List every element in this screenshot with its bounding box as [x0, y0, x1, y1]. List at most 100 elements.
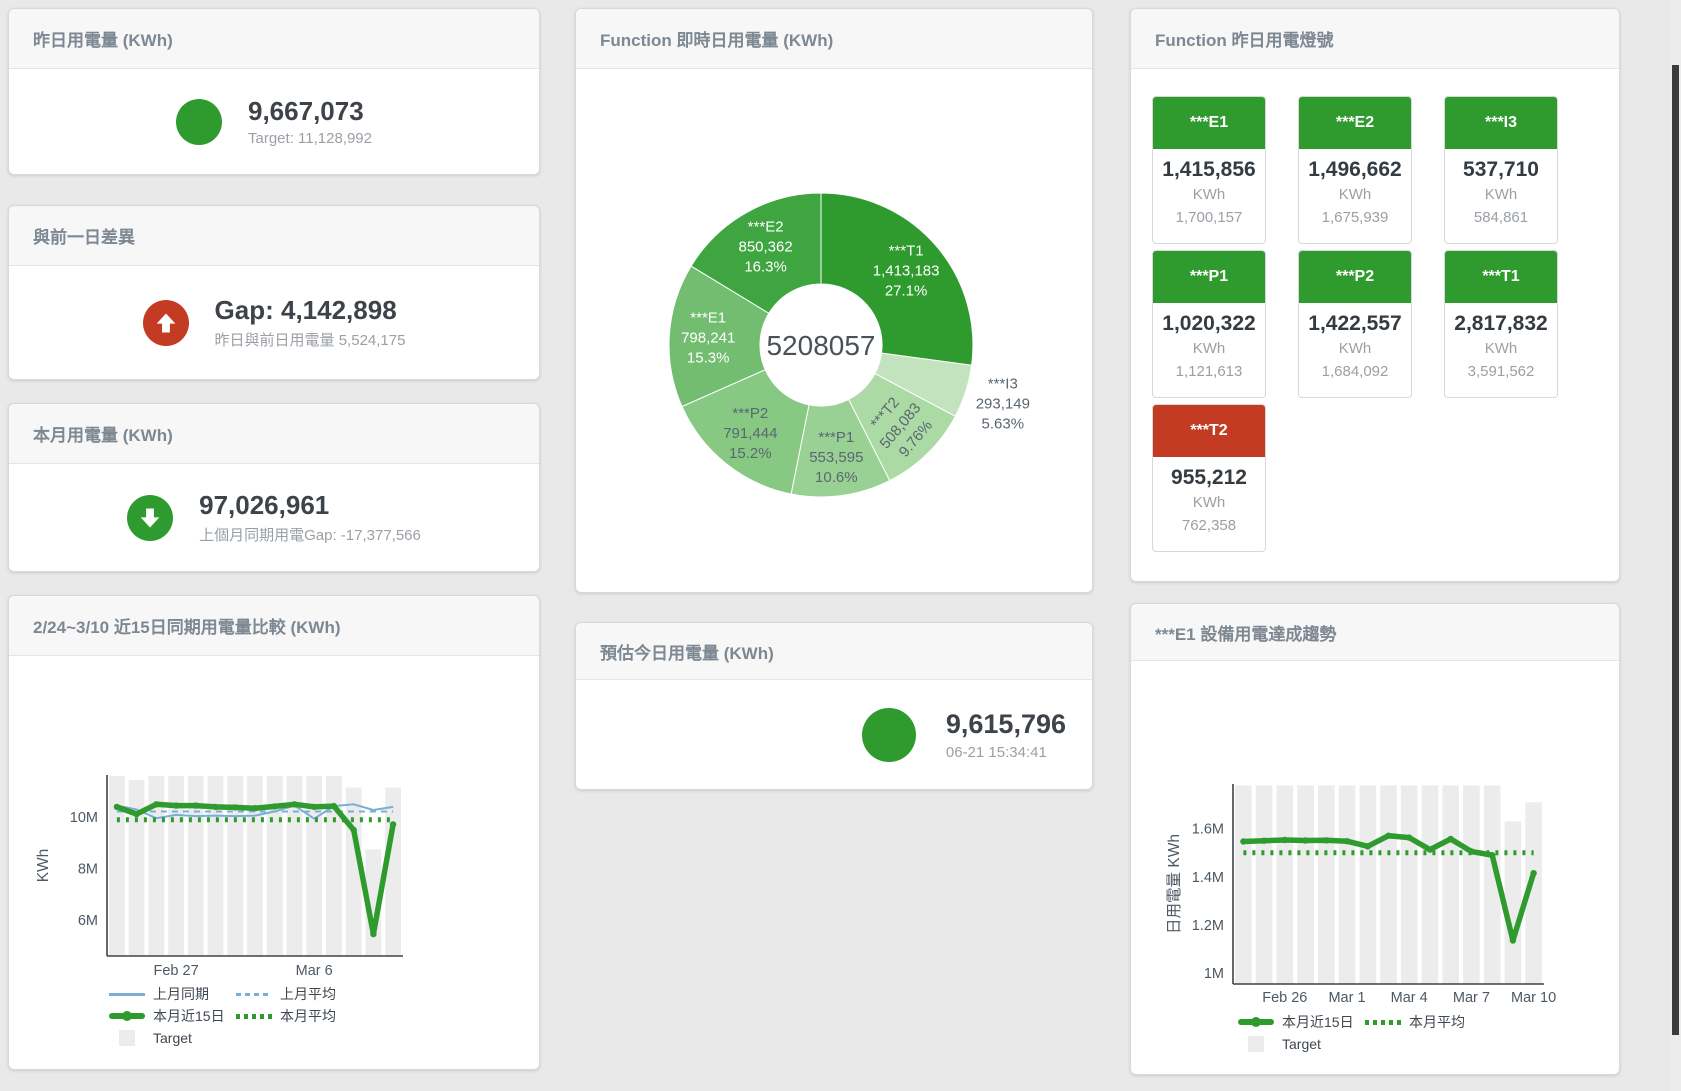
- status-tile-E1[interactable]: ***E1 1,415,856 KWh 1,700,157: [1152, 96, 1266, 244]
- card-title: Function 即時日用電量 (KWh): [576, 9, 1092, 69]
- realtime-usage-donut-chart[interactable]: ***T11,413,18327.1%***I3293,1495.63%***T…: [576, 69, 1092, 591]
- legend-swatch-dash-blue: [236, 992, 272, 996]
- legend-item[interactable]: 上月同期: [109, 983, 236, 1005]
- status-tile-T1[interactable]: ***T1 2,817,832 KWh 3,591,562: [1444, 250, 1558, 398]
- tile-target: 762,358: [1181, 517, 1237, 534]
- tile-label: ***P2: [1299, 251, 1411, 303]
- center-column: Function 即時日用電量 (KWh) ***T1 1,413,183 27.1…: [575, 8, 1093, 1075]
- svg-text:791,444: 791,444: [723, 425, 777, 442]
- svg-text:798,241: 798,241: [681, 330, 735, 347]
- legend-swatch-dot-green: [236, 1013, 272, 1019]
- svg-text:1,413,183: 1,413,183: [873, 263, 940, 280]
- tile-value: 1,020,322: [1162, 312, 1256, 335]
- e1-trend-chart[interactable]: 1M 1.2M 1.4M 1.6M Feb 26 Mar 1 Mar 4 Mar 7 Mar 1…: [1131, 661, 1619, 1006]
- status-tile-I3[interactable]: ***I3 537,710 KWh 584,861: [1444, 96, 1558, 244]
- svg-text:***T1: ***T1: [889, 243, 924, 260]
- tile-label: ***T2: [1153, 405, 1265, 457]
- svg-text:10.6%: 10.6%: [815, 469, 858, 486]
- compare-chart-legend: 上月同期 上月平均 本月近15日 本月平均 Target: [109, 983, 439, 1049]
- card-e1-trend-chart: ***E1 設備用電達成趨勢 1M 1.2M 1.4M 1.6M Feb 26 Mar 1…: [1130, 603, 1620, 1075]
- green-status-circle-icon: [176, 99, 222, 145]
- tile-unit: KWh: [1484, 340, 1518, 357]
- yesterday-usage-target: Target: 11,128,992: [248, 130, 372, 148]
- svg-text:***E1: ***E1: [690, 310, 726, 327]
- scrollbar-thumb[interactable]: [1672, 65, 1679, 1035]
- right-column: Function 昨日用電燈號 ***E1 1,415,856 KWh 1,700,1…: [1130, 8, 1620, 1075]
- svg-text:553,595: 553,595: [809, 449, 863, 466]
- svg-text:293,149: 293,149: [976, 395, 1030, 412]
- card-15day-compare-chart: 2/24~3/10 近15日同期用電量比較 (KWh) 6M 8M 10M Feb 2…: [8, 595, 540, 1070]
- card-status-lights: Function 昨日用電燈號 ***E1 1,415,856 KWh 1,700,1…: [1130, 8, 1620, 582]
- green-down-arrow-icon: [127, 495, 174, 541]
- month-usage-gap: 上個月同期用電Gap: -17,377,566: [199, 527, 421, 545]
- yesterday-usage-value: 9,667,073: [248, 95, 364, 126]
- svg-text:Mar 10: Mar 10: [1511, 990, 1556, 1006]
- card-title: Function 昨日用電燈號: [1131, 9, 1619, 69]
- card-title: 本月用電量 (KWh): [9, 404, 539, 464]
- svg-text:1.4M: 1.4M: [1192, 870, 1224, 886]
- tile-label: ***P1: [1153, 251, 1265, 303]
- month-usage-value: 97,026,961: [199, 489, 330, 520]
- legend-item[interactable]: Target: [109, 1027, 236, 1049]
- legend-swatch-thick-green: [1238, 1019, 1274, 1025]
- tile-target: 1,675,939: [1321, 209, 1389, 226]
- tile-value: 955,212: [1171, 466, 1247, 489]
- tile-unit: KWh: [1192, 494, 1226, 511]
- tile-label: ***E1: [1153, 97, 1265, 149]
- svg-text:1.6M: 1.6M: [1192, 822, 1224, 838]
- svg-text:10M: 10M: [70, 810, 98, 826]
- left-column: 昨日用電量 (KWh) 9,667,073 Target: 11,128,992…: [8, 8, 540, 1075]
- card-day-gap: 與前一日差異 Gap: 4,142,898 昨日與前日用電量 5,524,175: [8, 205, 540, 380]
- svg-text:Feb 27: Feb 27: [154, 963, 199, 978]
- status-tile-E2[interactable]: ***E2 1,496,662 KWh 1,675,939: [1298, 96, 1412, 244]
- forecast-value: 9,615,796: [945, 708, 1066, 739]
- svg-text:***I3: ***I3: [988, 375, 1018, 392]
- green-status-circle-icon: [861, 708, 916, 762]
- svg-text:***P1: ***P1: [818, 429, 854, 446]
- card-forecast-today: 預估今日用電量 (KWh) 9,615,796 06-21 15:34:41: [575, 622, 1093, 790]
- tile-unit: KWh: [1338, 340, 1372, 357]
- tile-label: ***I3: [1445, 97, 1557, 149]
- scrollbar-track[interactable]: [1670, 0, 1681, 1091]
- svg-text:16.3%: 16.3%: [744, 259, 787, 276]
- compare-15day-chart[interactable]: 6M 8M 10M Feb 27 Mar 6 KWh: [9, 656, 539, 979]
- tile-target: 3,591,562: [1467, 363, 1535, 380]
- day-gap-sub: 昨日與前日用電量 5,524,175: [214, 332, 406, 350]
- status-tile-P1[interactable]: ***P1 1,020,322 KWh 1,121,613: [1152, 250, 1266, 398]
- legend-item[interactable]: 上月平均: [236, 983, 363, 1005]
- svg-text:日用電量 KWh: 日用電量 KWh: [1166, 834, 1183, 934]
- svg-text:1.2M: 1.2M: [1192, 918, 1224, 934]
- tile-unit: KWh: [1192, 186, 1226, 203]
- card-title: 預估今日用電量 (KWh): [576, 623, 1092, 680]
- tile-unit: KWh: [1192, 340, 1226, 357]
- legend-item[interactable]: Target: [1238, 1033, 1365, 1055]
- tile-target: 1,700,157: [1175, 209, 1243, 226]
- tile-value: 2,817,832: [1454, 312, 1548, 335]
- trend-chart-legend: 本月近15日 本月平均 Target: [1238, 1011, 1568, 1055]
- lights-grid: ***E1 1,415,856 KWh 1,700,157 ***E2 1,496,662…: [1131, 69, 1619, 579]
- svg-text:5208057: 5208057: [766, 330, 875, 361]
- svg-text:5.63%: 5.63%: [982, 415, 1025, 432]
- svg-text:27.1%: 27.1%: [885, 283, 928, 300]
- tile-label: ***T1: [1445, 251, 1557, 303]
- status-tile-T2[interactable]: ***T2 955,212 KWh 762,358: [1152, 404, 1266, 552]
- legend-item[interactable]: 本月近15日: [1238, 1011, 1365, 1033]
- card-title: 2/24~3/10 近15日同期用電量比較 (KWh): [9, 596, 539, 656]
- tile-label: ***E2: [1299, 97, 1411, 149]
- legend-swatch-box-gray: [1248, 1036, 1264, 1052]
- card-title: ***E1 設備用電達成趨勢: [1131, 604, 1619, 661]
- svg-text:***P2: ***P2: [732, 405, 768, 422]
- svg-text:1M: 1M: [1204, 966, 1224, 982]
- legend-swatch-line-blue: [109, 992, 145, 996]
- legend-item[interactable]: 本月平均: [1365, 1011, 1492, 1033]
- red-up-arrow-icon: [142, 300, 189, 346]
- svg-text:Mar 1: Mar 1: [1328, 990, 1365, 1006]
- status-tile-P2[interactable]: ***P2 1,422,557 KWh 1,684,092: [1298, 250, 1412, 398]
- svg-text:***E2: ***E2: [748, 219, 784, 236]
- svg-text:Feb 26: Feb 26: [1262, 990, 1307, 1006]
- legend-item[interactable]: 本月平均: [236, 1005, 363, 1027]
- tile-unit: KWh: [1484, 186, 1518, 203]
- legend-item[interactable]: 本月近15日: [109, 1005, 236, 1027]
- legend-swatch-thick-green: [109, 1013, 145, 1019]
